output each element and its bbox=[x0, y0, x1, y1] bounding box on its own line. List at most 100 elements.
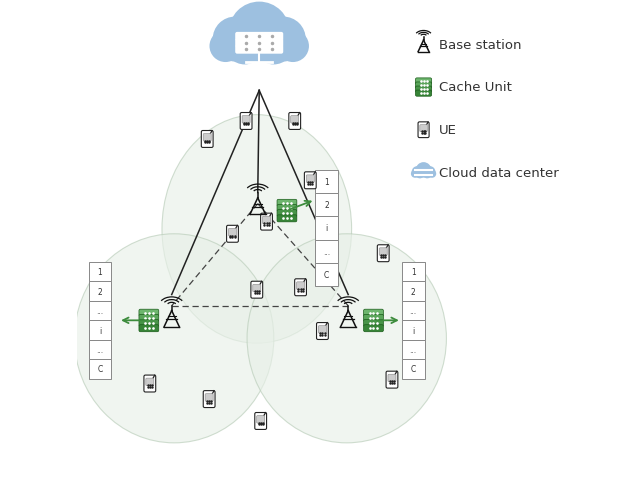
Text: ...: ... bbox=[323, 247, 330, 256]
Text: ...: ... bbox=[97, 346, 104, 354]
FancyBboxPatch shape bbox=[260, 214, 273, 231]
FancyBboxPatch shape bbox=[364, 325, 383, 332]
Text: UE: UE bbox=[439, 124, 457, 137]
Bar bbox=[315, 217, 338, 240]
Text: i: i bbox=[325, 224, 328, 233]
Text: Cache Unit: Cache Unit bbox=[439, 81, 512, 94]
FancyBboxPatch shape bbox=[139, 309, 159, 317]
Circle shape bbox=[261, 18, 306, 62]
Circle shape bbox=[277, 31, 309, 63]
FancyBboxPatch shape bbox=[236, 33, 284, 42]
FancyBboxPatch shape bbox=[236, 39, 284, 48]
FancyBboxPatch shape bbox=[277, 215, 297, 223]
Text: Base station: Base station bbox=[439, 39, 522, 52]
FancyBboxPatch shape bbox=[236, 45, 284, 55]
Circle shape bbox=[428, 170, 436, 179]
Ellipse shape bbox=[247, 234, 447, 443]
FancyBboxPatch shape bbox=[415, 83, 431, 89]
FancyBboxPatch shape bbox=[296, 282, 305, 290]
Bar bbox=[88, 282, 111, 301]
Text: ...: ... bbox=[410, 346, 417, 354]
Bar bbox=[402, 321, 424, 340]
FancyBboxPatch shape bbox=[415, 87, 431, 93]
Text: ...: ... bbox=[97, 306, 104, 315]
Circle shape bbox=[225, 25, 265, 65]
Circle shape bbox=[424, 167, 435, 178]
Text: 1: 1 bbox=[324, 178, 329, 186]
Bar bbox=[402, 263, 424, 282]
Circle shape bbox=[228, 2, 290, 63]
Circle shape bbox=[212, 18, 258, 62]
FancyBboxPatch shape bbox=[253, 285, 260, 292]
FancyBboxPatch shape bbox=[242, 116, 250, 124]
FancyBboxPatch shape bbox=[415, 79, 431, 85]
Circle shape bbox=[416, 163, 431, 178]
Text: ...: ... bbox=[410, 306, 417, 315]
FancyBboxPatch shape bbox=[203, 134, 211, 142]
Bar bbox=[88, 321, 111, 340]
FancyBboxPatch shape bbox=[291, 116, 299, 124]
FancyBboxPatch shape bbox=[228, 229, 237, 236]
Text: Cloud data center: Cloud data center bbox=[439, 167, 559, 180]
Bar bbox=[402, 340, 424, 360]
FancyBboxPatch shape bbox=[415, 91, 431, 97]
Ellipse shape bbox=[162, 116, 351, 344]
FancyBboxPatch shape bbox=[364, 309, 383, 317]
Circle shape bbox=[415, 169, 425, 179]
FancyBboxPatch shape bbox=[418, 122, 429, 138]
Bar bbox=[402, 360, 424, 379]
Bar bbox=[402, 301, 424, 321]
FancyBboxPatch shape bbox=[205, 394, 213, 402]
Bar bbox=[88, 301, 111, 321]
Bar bbox=[88, 263, 111, 282]
Bar bbox=[315, 194, 338, 217]
Text: i: i bbox=[99, 326, 101, 335]
Bar bbox=[88, 340, 111, 360]
FancyBboxPatch shape bbox=[277, 200, 297, 207]
FancyBboxPatch shape bbox=[305, 172, 316, 189]
Text: 1: 1 bbox=[411, 267, 415, 277]
Text: 1: 1 bbox=[98, 267, 102, 277]
FancyBboxPatch shape bbox=[277, 210, 297, 217]
FancyBboxPatch shape bbox=[317, 323, 328, 340]
FancyBboxPatch shape bbox=[388, 374, 396, 382]
Text: 2: 2 bbox=[98, 287, 102, 296]
FancyBboxPatch shape bbox=[307, 176, 314, 183]
FancyBboxPatch shape bbox=[139, 320, 159, 327]
FancyBboxPatch shape bbox=[420, 125, 428, 133]
Bar bbox=[315, 240, 338, 264]
FancyBboxPatch shape bbox=[262, 217, 271, 224]
FancyBboxPatch shape bbox=[277, 205, 297, 212]
Bar bbox=[88, 360, 111, 379]
FancyBboxPatch shape bbox=[255, 413, 267, 429]
Bar bbox=[315, 264, 338, 287]
FancyBboxPatch shape bbox=[144, 375, 156, 392]
Circle shape bbox=[422, 169, 433, 179]
FancyBboxPatch shape bbox=[386, 371, 398, 388]
FancyBboxPatch shape bbox=[364, 320, 383, 327]
FancyBboxPatch shape bbox=[139, 315, 159, 322]
FancyBboxPatch shape bbox=[251, 282, 262, 299]
FancyBboxPatch shape bbox=[139, 325, 159, 332]
Circle shape bbox=[209, 31, 241, 63]
Bar bbox=[402, 282, 424, 301]
FancyBboxPatch shape bbox=[364, 315, 383, 322]
FancyBboxPatch shape bbox=[319, 326, 326, 333]
Bar bbox=[413, 173, 434, 176]
FancyBboxPatch shape bbox=[202, 131, 213, 148]
Circle shape bbox=[412, 167, 423, 178]
FancyBboxPatch shape bbox=[146, 378, 154, 386]
Text: C: C bbox=[324, 270, 329, 280]
Text: 2: 2 bbox=[411, 287, 415, 296]
Text: i: i bbox=[412, 326, 414, 335]
Ellipse shape bbox=[74, 234, 274, 443]
FancyBboxPatch shape bbox=[257, 416, 265, 423]
Circle shape bbox=[411, 170, 419, 179]
Circle shape bbox=[253, 25, 294, 65]
Text: 2: 2 bbox=[324, 201, 329, 210]
FancyBboxPatch shape bbox=[240, 113, 252, 130]
FancyBboxPatch shape bbox=[227, 226, 238, 243]
FancyBboxPatch shape bbox=[289, 113, 301, 130]
Bar bbox=[315, 170, 338, 194]
Bar bbox=[219, 42, 300, 54]
